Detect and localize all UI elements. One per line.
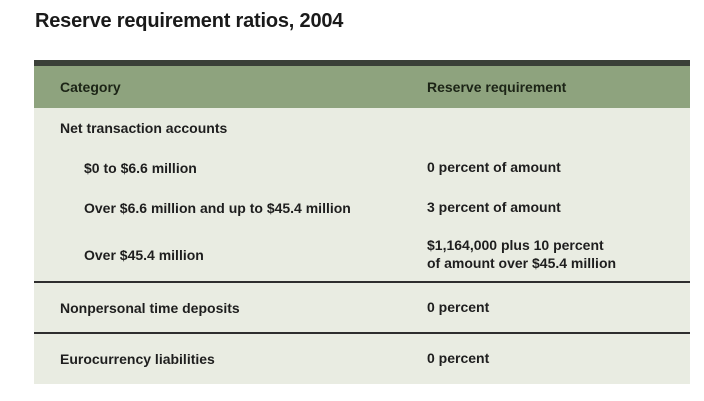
table-row-over-45-4-million: Over $45.4 million $1,164,000 plus 10 pe… (34, 228, 690, 281)
category-cell: $0 to $6.6 million (84, 160, 197, 176)
section-divider (34, 332, 690, 334)
table-row-over-6-6-up-to-45-4-million: Over $6.6 million and up to $45.4 millio… (34, 188, 690, 228)
table-header-row: Category Reserve requirement (34, 66, 690, 108)
table-row-nonpersonal-time-deposits: Nonpersonal time deposits 0 percent (34, 283, 690, 332)
category-cell: Over $45.4 million (84, 246, 204, 263)
category-cell: Over $6.6 million and up to $45.4 millio… (84, 200, 351, 216)
reserve-requirement-table: Category Reserve requirement Net transac… (34, 60, 690, 384)
requirement-cell: 3 percent of amount (427, 199, 561, 216)
column-header-category: Category (60, 79, 121, 95)
requirement-cell: 0 percent (427, 298, 490, 315)
requirement-cell: 0 percent (427, 350, 490, 367)
column-header-reserve-requirement: Reserve requirement (427, 79, 567, 95)
table-row-0-to-6-6-million: $0 to $6.6 million 0 percent of amount (34, 148, 690, 188)
category-cell: Net transaction accounts (60, 120, 228, 136)
section-divider (34, 281, 690, 283)
table-top-border (34, 60, 690, 66)
requirement-cell: $1,164,000 plus 10 percent of amount ove… (427, 237, 617, 271)
category-cell: Nonpersonal time deposits (60, 299, 240, 316)
page-title: Reserve requirement ratios, 2004 (35, 10, 344, 32)
category-cell: Eurocurrency liabilities (60, 351, 215, 367)
table-body: Net transaction accounts $0 to $6.6 mill… (34, 108, 690, 384)
table-row-eurocurrency-liabilities: Eurocurrency liabilities 0 percent (34, 334, 690, 384)
table-row-net-transaction-accounts: Net transaction accounts (34, 108, 690, 148)
requirement-cell: 0 percent of amount (427, 159, 561, 176)
